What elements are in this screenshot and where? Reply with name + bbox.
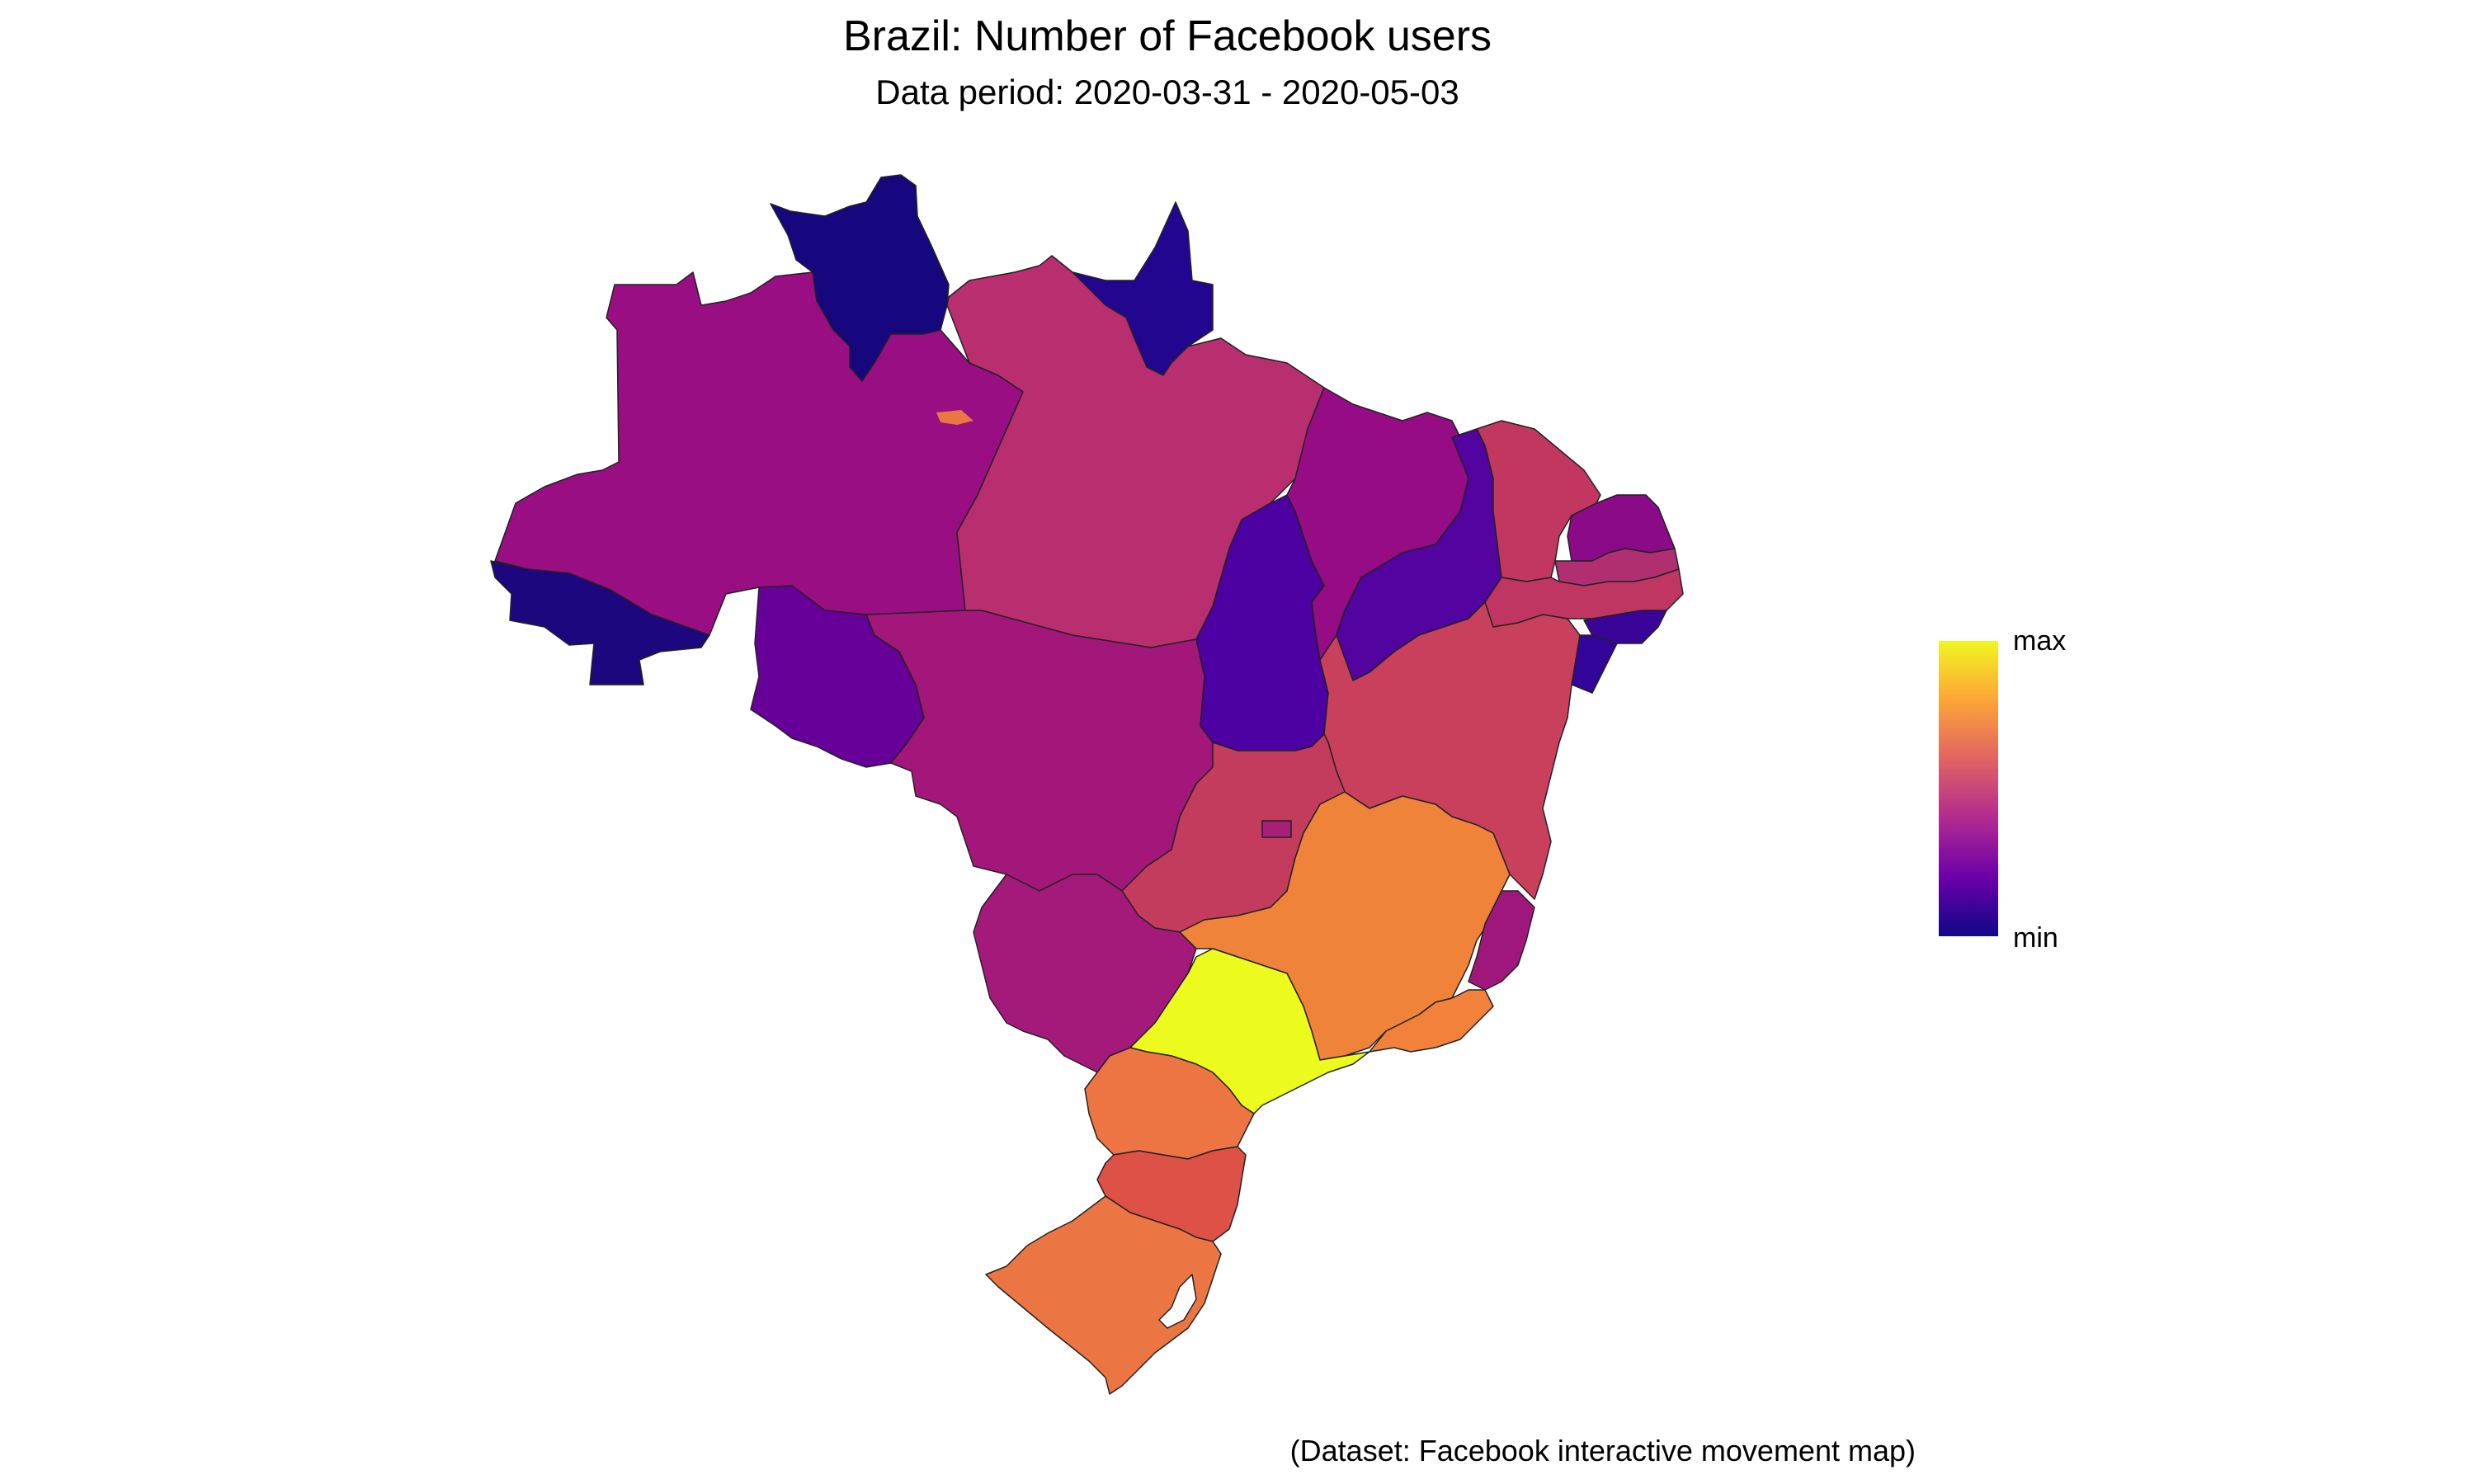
legend-colorbar	[1939, 639, 1998, 938]
map-subtitle: Data period: 2020-03-31 - 2020-05-03	[875, 73, 1459, 111]
lake-amazonas	[936, 410, 974, 425]
state-acre	[490, 560, 710, 685]
state-mato-grosso	[865, 610, 1214, 892]
state-rio-grande-do-sul	[985, 1195, 1222, 1395]
legend-min-label: min	[2013, 922, 2058, 954]
state-distrito-federal	[1261, 820, 1292, 838]
map-title: Brazil: Number of Facebook users	[842, 12, 1492, 60]
dataset-caption: (Dataset: Facebook interactive movement …	[1289, 1434, 1916, 1468]
legend-tick-max	[1939, 639, 1998, 641]
state-ceara	[1476, 420, 1601, 582]
lagoa-dos-patos	[1158, 1274, 1197, 1329]
state-rio-de-janeiro	[1369, 989, 1494, 1053]
state-bahia	[1319, 601, 1581, 900]
legend-max-label: max	[2013, 625, 2067, 657]
state-espirito-santo	[1468, 890, 1535, 991]
legend-tick-min	[1939, 936, 1998, 938]
